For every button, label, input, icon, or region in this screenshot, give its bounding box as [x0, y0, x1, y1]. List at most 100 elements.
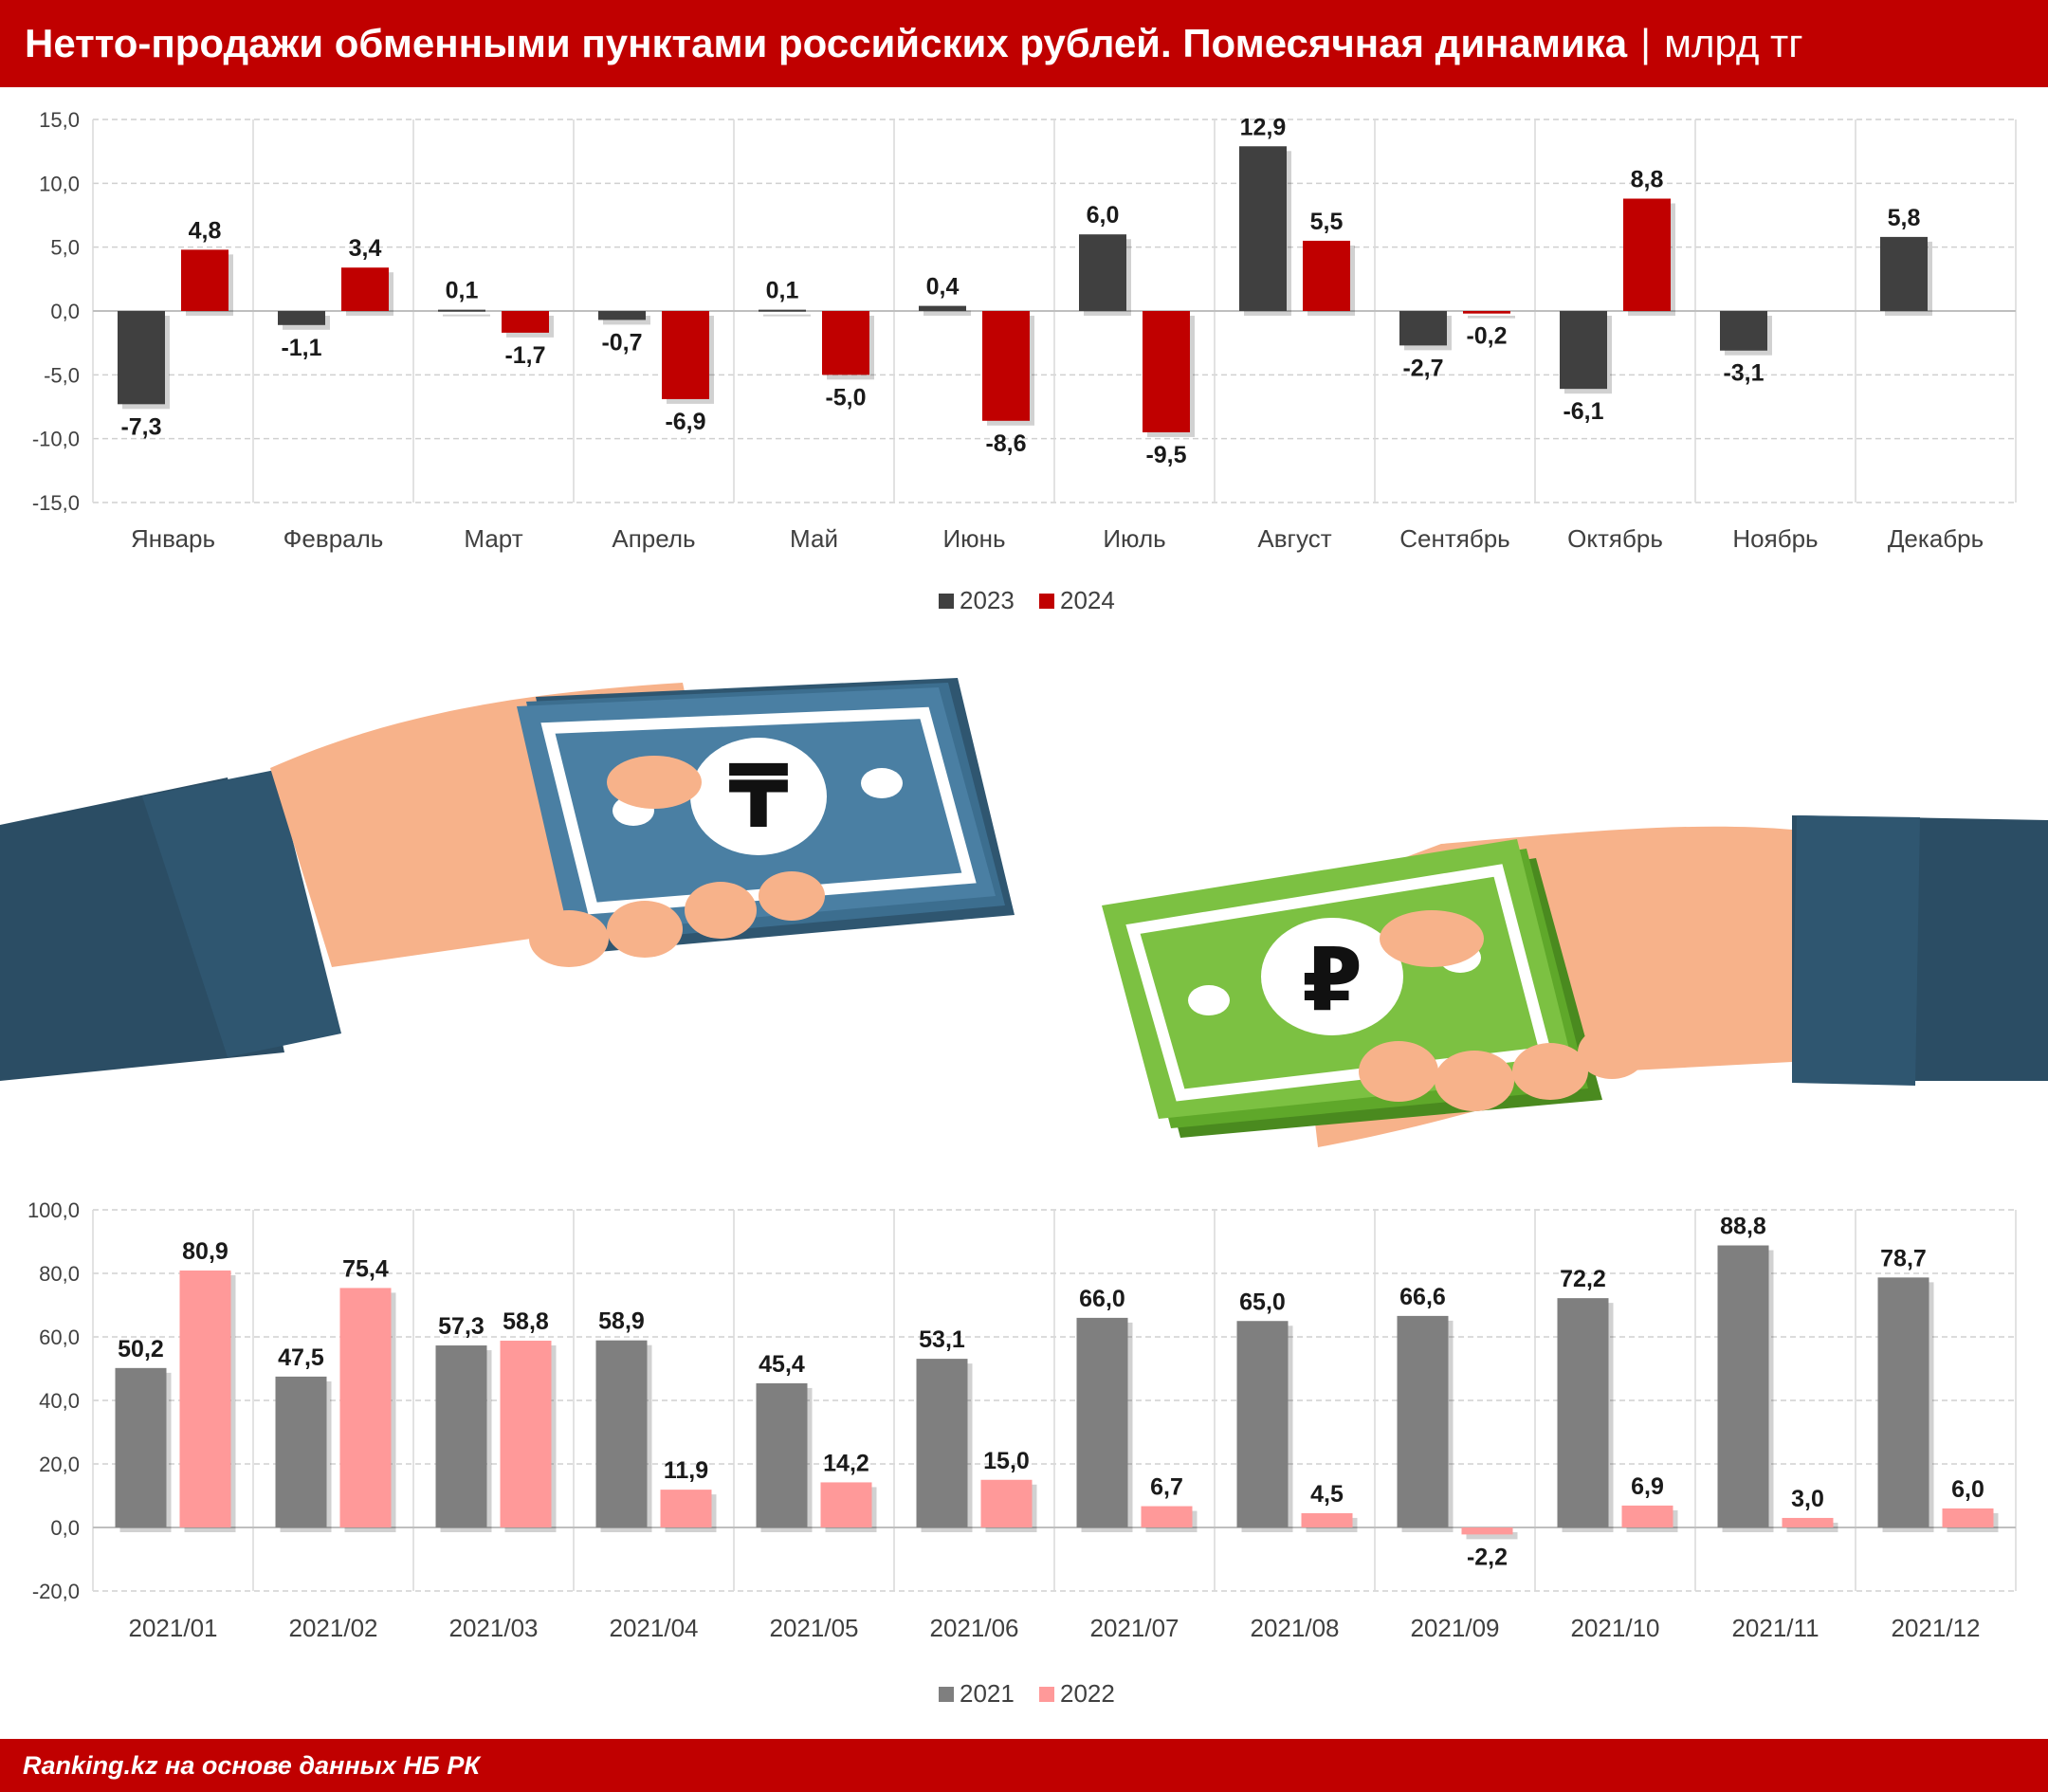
- bar-2022: [1942, 1508, 1994, 1527]
- y-tick-label: -15,0: [32, 491, 80, 515]
- bar-2022: [1621, 1505, 1673, 1527]
- bar-2022: [980, 1479, 1033, 1527]
- bar-2023: [438, 309, 485, 312]
- category-label: 2021/10: [1571, 1614, 1660, 1642]
- bar-2023: [118, 311, 165, 405]
- category-label: 2021/01: [129, 1614, 218, 1642]
- tenge-banknote: ₸: [517, 678, 1015, 953]
- data-label: 6,7: [1150, 1474, 1183, 1501]
- y-tick-label: 40,0: [39, 1389, 80, 1413]
- legend-swatch-2022: [1039, 1687, 1054, 1702]
- bar-2022: [1461, 1527, 1513, 1535]
- category-label: Февраль: [283, 524, 384, 553]
- category-label: Май: [790, 524, 838, 553]
- data-label: -5,0: [825, 384, 866, 411]
- legend-swatch-2023: [939, 594, 954, 609]
- category-label: 2021/08: [1251, 1614, 1340, 1642]
- legend-label-2021: 2021: [960, 1679, 1015, 1708]
- bar-2022: [339, 1288, 392, 1527]
- data-label: -3,1: [1723, 360, 1764, 387]
- data-label: 6,0: [1087, 202, 1120, 229]
- bar-2021: [1397, 1315, 1449, 1527]
- bar-2024: [1623, 198, 1671, 311]
- left-fingers: [529, 756, 825, 967]
- category-label: Октябрь: [1567, 524, 1663, 553]
- data-label: 66,0: [1079, 1286, 1125, 1312]
- data-label: -6,1: [1563, 398, 1603, 425]
- bar-2024: [1143, 311, 1190, 432]
- data-label: 8,8: [1631, 166, 1664, 192]
- data-label: 5,8: [1888, 205, 1921, 231]
- data-label: 3,4: [349, 235, 382, 262]
- category-label: Март: [464, 524, 522, 553]
- category-label: Апрель: [612, 524, 695, 553]
- bar-2023: [1880, 236, 1928, 311]
- bar-shadow: [1468, 316, 1515, 319]
- legend-label-2022: 2022: [1060, 1679, 1115, 1708]
- category-label: 2021/07: [1090, 1614, 1179, 1642]
- bar-2021: [916, 1359, 968, 1527]
- right-sleeve: [1792, 815, 2048, 1086]
- bar-shadow: [443, 314, 490, 317]
- bar-2024: [982, 311, 1030, 421]
- data-label: 0,1: [766, 278, 799, 304]
- data-label: 4,8: [189, 217, 222, 244]
- bar-2021: [115, 1367, 167, 1527]
- category-label: 2021/12: [1892, 1614, 1981, 1642]
- bar-2022: [179, 1270, 231, 1527]
- bar-2024: [1303, 240, 1350, 311]
- bar-shadow: [763, 314, 811, 317]
- unit-label: млрд тг: [1664, 21, 1803, 65]
- data-label: 3,0: [1791, 1486, 1824, 1512]
- bar-2024: [502, 311, 549, 333]
- data-label: 53,1: [919, 1326, 965, 1353]
- bar-2021: [435, 1345, 487, 1527]
- data-label: 50,2: [118, 1336, 164, 1362]
- data-label: 66,6: [1399, 1284, 1446, 1310]
- y-tick-label: 5,0: [50, 236, 80, 260]
- data-label: 6,0: [1951, 1476, 1984, 1503]
- y-tick-label: 80,0: [39, 1262, 80, 1286]
- bar-2021: [1236, 1321, 1289, 1527]
- category-label: 2021/09: [1411, 1614, 1500, 1642]
- data-label: 15,0: [983, 1448, 1030, 1474]
- data-label: -8,6: [985, 430, 1026, 457]
- bar-2022: [820, 1482, 872, 1527]
- bar-2024: [1463, 311, 1510, 314]
- data-label: 0,1: [446, 278, 479, 304]
- data-label: 57,3: [438, 1313, 485, 1340]
- legend-label-2023: 2023: [960, 586, 1015, 614]
- category-label: Июнь: [942, 524, 1005, 553]
- bar-2023: [1720, 311, 1767, 351]
- bar-2024: [662, 311, 709, 399]
- data-label: 72,2: [1560, 1266, 1606, 1292]
- bar-2023: [1239, 146, 1287, 311]
- data-label: 45,4: [759, 1351, 805, 1378]
- data-label: -2,2: [1467, 1544, 1508, 1570]
- bar-2023: [919, 305, 966, 311]
- y-tick-label: -10,0: [32, 428, 80, 451]
- bar-2023: [278, 311, 325, 325]
- source-note: Ranking.kz на основе данных НБ РК: [23, 1750, 480, 1780]
- y-tick-label: 20,0: [39, 1453, 80, 1476]
- page-title: Нетто-продажи обменными пунктами российс…: [25, 21, 1628, 65]
- data-label: -2,7: [1402, 355, 1443, 381]
- bar-2022: [1301, 1512, 1353, 1527]
- left-sleeve: [0, 770, 341, 1081]
- category-label: 2021/05: [770, 1614, 859, 1642]
- data-label: 58,8: [503, 1308, 549, 1335]
- bar-2021: [1076, 1317, 1128, 1527]
- data-label: 4,5: [1310, 1481, 1344, 1508]
- bar-2021: [1877, 1277, 1929, 1527]
- y-tick-label: 60,0: [39, 1326, 80, 1349]
- right-fingers: [1359, 910, 1646, 1111]
- category-label: 2021/04: [610, 1614, 699, 1642]
- category-label: 2021/06: [930, 1614, 1019, 1642]
- data-label: 88,8: [1720, 1214, 1766, 1240]
- data-label: 47,5: [278, 1344, 324, 1371]
- y-tick-label: 100,0: [27, 1198, 80, 1222]
- y-tick-label: 0,0: [50, 300, 80, 323]
- bar-shadow: [923, 310, 971, 316]
- bar-2023: [598, 311, 646, 320]
- category-label: Декабрь: [1888, 524, 1984, 553]
